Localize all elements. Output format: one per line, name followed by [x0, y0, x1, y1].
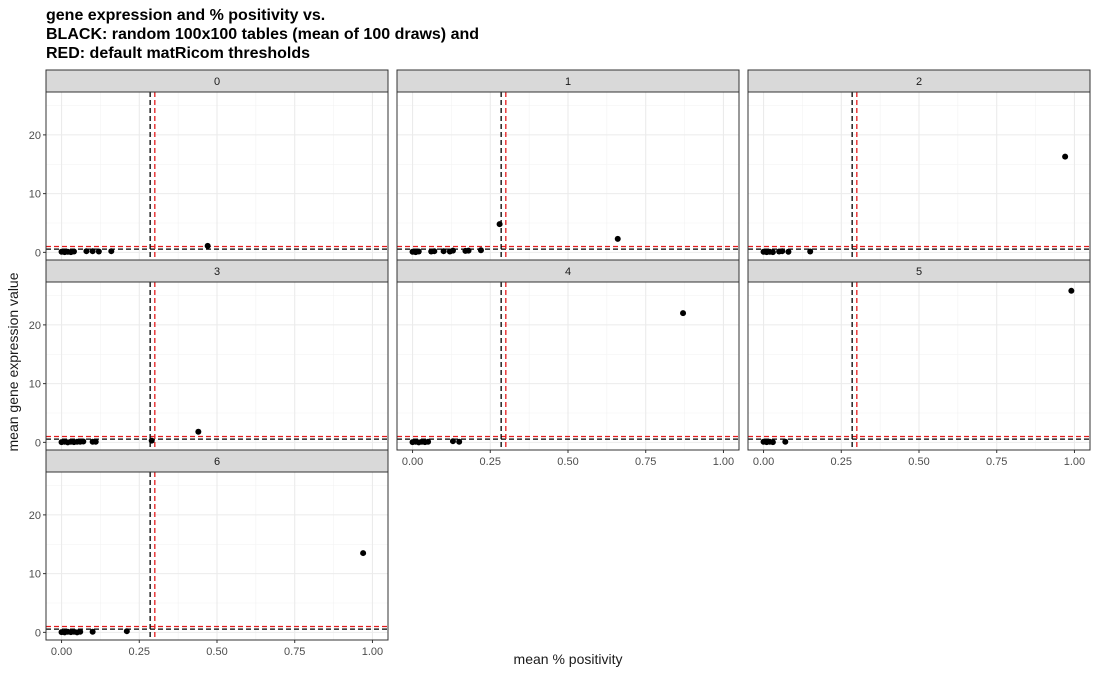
facet-panel-0: 0 0 10 20	[29, 69, 389, 261]
facet-strip-label: 3	[214, 266, 220, 278]
x-tick-label: 0.25	[480, 456, 501, 468]
data-point	[779, 248, 786, 255]
data-point	[108, 248, 115, 255]
chart-title: gene expression and % positivity vs. BLA…	[46, 7, 479, 62]
data-point	[1062, 153, 1069, 160]
x-tick-label: 0.50	[557, 456, 578, 468]
data-point	[785, 248, 792, 255]
facet-strip-label: 2	[916, 76, 922, 88]
data-point	[195, 428, 202, 435]
data-point	[769, 249, 776, 256]
x-tick-label: 0.00	[51, 646, 72, 658]
facet-panels: 0 0 10 20 1 2 3 0 10 20 4 0.00 0.25 0.50 0.75 1.00 5 0.00…	[29, 69, 1091, 658]
data-point	[782, 438, 789, 445]
data-point	[95, 248, 102, 255]
data-point	[440, 248, 447, 255]
facet-panel-6: 6 0 10 20 0.00 0.25 0.50 0.75 1.00	[29, 449, 389, 658]
y-tick-label: 10	[29, 379, 41, 391]
x-tick-label: 0.75	[635, 456, 656, 468]
data-point	[123, 628, 130, 635]
data-point	[83, 248, 90, 255]
data-point	[465, 247, 472, 254]
data-point	[1068, 287, 1075, 294]
data-point	[89, 248, 96, 255]
data-point	[680, 310, 687, 317]
y-tick-label: 10	[29, 569, 41, 581]
facet-strip-label: 4	[565, 266, 571, 278]
data-point	[92, 438, 99, 445]
x-tick-label: 0.50	[206, 646, 227, 658]
x-tick-label: 0.00	[402, 456, 423, 468]
chart-title-line-2: BLACK: random 100x100 tables (mean of 10…	[46, 26, 479, 43]
data-point	[80, 438, 87, 445]
x-tick-label: 0.75	[986, 456, 1007, 468]
x-tick-label: 1.00	[362, 646, 383, 658]
facet-panel-2: 2	[747, 69, 1091, 261]
x-tick-label: 0.25	[831, 456, 852, 468]
x-axis-title: mean % positivity	[514, 651, 623, 667]
y-axis-title: mean gene expression value	[5, 272, 21, 451]
data-point	[360, 550, 367, 557]
facet-panel-1: 1	[396, 69, 740, 261]
facet-strip-label: 1	[565, 76, 571, 88]
chart-title-line-1: gene expression and % positivity vs.	[46, 7, 325, 24]
y-tick-label: 10	[29, 189, 41, 201]
data-point	[148, 437, 155, 444]
data-point	[456, 438, 463, 445]
data-point	[614, 235, 621, 242]
data-point	[415, 248, 422, 255]
data-point	[204, 242, 211, 249]
facet-strip-label: 5	[916, 266, 922, 278]
data-point	[425, 438, 432, 445]
x-tick-label: 0.00	[753, 456, 774, 468]
data-point	[77, 628, 84, 635]
facet-strip-label: 6	[214, 456, 220, 468]
data-point	[477, 247, 484, 254]
y-tick-label: 0	[35, 437, 41, 449]
x-tick-label: 0.25	[129, 646, 150, 658]
x-tick-label: 1.00	[713, 456, 734, 468]
y-tick-label: 20	[29, 510, 41, 522]
y-tick-label: 20	[29, 320, 41, 332]
data-point	[496, 221, 503, 228]
data-point	[70, 248, 77, 255]
data-point	[89, 628, 96, 635]
facet-panel-3: 3 0 10 20	[29, 259, 389, 451]
facet-strip-label: 0	[214, 76, 220, 88]
facet-panel-5: 5 0.00 0.25 0.50 0.75 1.00	[747, 259, 1091, 468]
x-tick-label: 0.75	[284, 646, 305, 658]
y-tick-label: 0	[35, 247, 41, 259]
facet-panel-4: 4 0.00 0.25 0.50 0.75 1.00	[396, 259, 740, 468]
chart-title-line-3: RED: default matRicom thresholds	[46, 45, 310, 62]
data-point	[431, 248, 438, 255]
data-point	[449, 247, 456, 254]
y-tick-label: 20	[29, 130, 41, 142]
data-point	[807, 248, 814, 255]
data-point	[769, 439, 776, 446]
x-tick-label: 0.50	[908, 456, 929, 468]
x-tick-label: 1.00	[1064, 456, 1085, 468]
y-tick-label: 0	[35, 627, 41, 639]
data-point	[449, 438, 456, 445]
